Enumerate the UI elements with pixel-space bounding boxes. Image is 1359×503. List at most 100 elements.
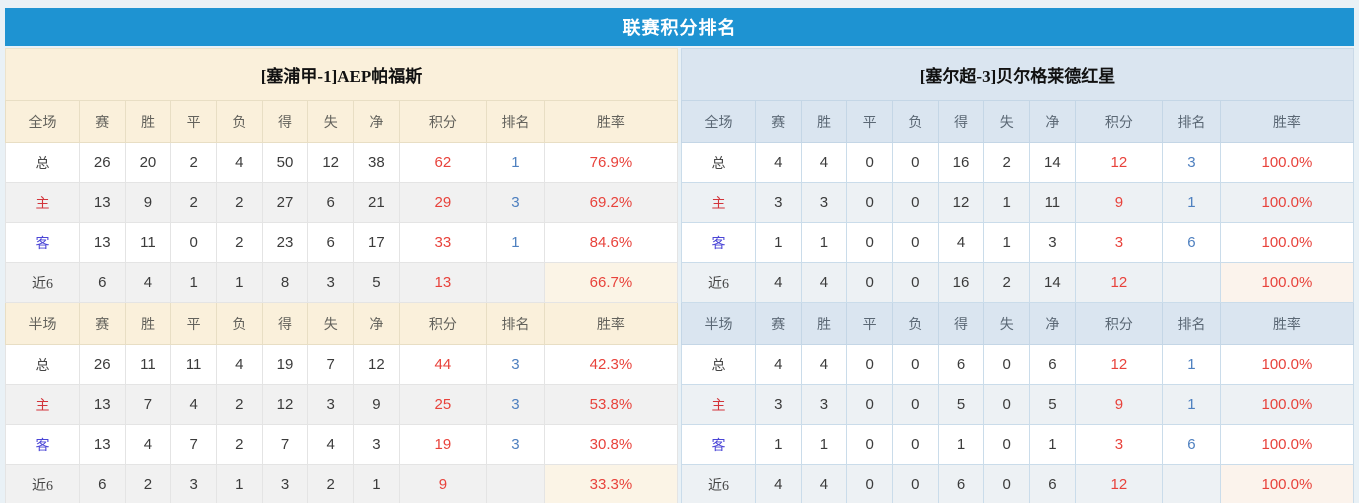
stat-cell: 7 [307,344,355,385]
column-header: 净 [1029,302,1076,345]
row-label: 客 [681,222,756,263]
stat-cell: 12 [1074,142,1164,183]
column-header: 负 [891,100,939,143]
stats-row: 客 13 4 7 2 7 4 3 19 3 30.8% [5,424,679,465]
stat-cell: 0 [983,424,1031,465]
stat-cell: 3 [1029,222,1076,263]
stat-cell: 6 [78,262,126,303]
stat-cell: 0 [170,222,217,263]
stat-cell: 4 [215,344,263,385]
stat-cell: 1 [800,222,848,263]
stat-cell: 9 [398,464,488,503]
stat-cell: 17 [353,222,400,263]
team-name-right: [塞尔超-3]贝尔格莱德红星 [681,48,1354,100]
stat-cell: 21 [353,182,400,223]
row-label: 总 [681,344,756,385]
stat-cell: 0 [983,464,1031,503]
stats-row: 近6 4 4 0 0 16 2 14 12 100.0% [681,262,1355,303]
stats-row: 主 3 3 0 0 12 1 11 9 1 100.0% [681,182,1355,223]
stat-cell: 50 [261,142,309,183]
stat-cell: 4 [754,262,802,303]
row-label: 主 [681,182,756,223]
stat-cell: 2 [170,182,217,223]
stat-cell: 14 [1029,142,1076,183]
column-header: 排名 [1162,100,1221,143]
stat-cell: 0 [846,262,893,303]
page-title-bar: 联赛积分排名 [5,8,1354,46]
scope-header: 全场 [681,100,756,143]
column-header: 负 [215,302,263,345]
column-header: 平 [846,100,893,143]
stat-cell: 3 [754,384,802,425]
stats-row: 主 3 3 0 0 5 0 5 9 1 100.0% [681,384,1355,425]
row-label: 总 [5,142,80,183]
row-label: 客 [5,424,80,465]
stat-cell: 19 [261,344,309,385]
column-header: 排名 [486,302,545,345]
stat-cell: 6 [307,222,355,263]
stat-cell: 0 [891,344,939,385]
stat-cell: 1 [353,464,400,503]
column-header: 净 [353,302,400,345]
stat-cell: 27 [261,182,309,223]
stat-cell: 26 [78,344,126,385]
stats-row: 客 1 1 0 0 1 0 1 3 6 100.0% [681,424,1355,465]
stats-row: 近6 6 4 1 1 8 3 5 13 66.7% [5,262,679,303]
row-label: 总 [681,142,756,183]
stat-cell: 1 [754,424,802,465]
stat-cell: 44 [398,344,488,385]
stat-cell: 26 [78,142,126,183]
stat-cell: 3 [800,182,848,223]
stat-cell: 1 [170,262,217,303]
stat-cell: 4 [754,142,802,183]
stat-cell: 3 [486,344,545,385]
column-header: 排名 [486,100,545,143]
stat-cell: 1 [215,464,263,503]
team-panel-right: [塞尔超-3]贝尔格莱德红星 全场赛胜平负得失净积分 排名 胜率总 4 4 0 0 16 2 14… [681,48,1355,503]
column-header: 净 [353,100,400,143]
column-header: 胜 [800,302,848,345]
row-label: 客 [681,424,756,465]
column-header: 积分 [398,302,488,345]
column-header: 净 [1029,100,1076,143]
column-header: 胜率 [543,100,679,143]
stat-cell: 0 [891,142,939,183]
stat-cell [486,464,545,503]
stat-cell: 8 [261,262,309,303]
stat-cell: 19 [398,424,488,465]
stat-cell: 1 [983,222,1031,263]
stat-cell: 0 [846,222,893,263]
column-header: 胜 [800,100,848,143]
stat-cell: 11 [124,344,172,385]
stat-cell: 6 [1162,424,1221,465]
stat-cell: 14 [1029,262,1076,303]
column-header-row-half: 半场赛胜平负得失净积分 排名 胜率 [681,302,1355,345]
column-header: 失 [307,100,355,143]
stats-row: 总 4 4 0 0 16 2 14 12 3 100.0% [681,142,1355,183]
stat-cell: 5 [353,262,400,303]
column-header: 得 [261,302,309,345]
stat-cell: 1 [800,424,848,465]
stat-cell: 13 [78,384,126,425]
stat-cell: 7 [261,424,309,465]
stat-cell: 2 [983,142,1031,183]
stat-cell: 0 [983,384,1031,425]
row-label: 主 [5,384,80,425]
stat-cell: 12 [937,182,985,223]
stat-cell: 2 [215,424,263,465]
column-header-row-half: 半场赛胜平负得失净积分 排名 胜率 [5,302,679,345]
stat-cell: 12 [353,344,400,385]
scope-header: 半场 [5,302,80,345]
stat-cell: 3 [307,384,355,425]
page-title: 联赛积分排名 [622,18,737,38]
stat-cell: 3 [1074,222,1164,263]
stat-cell: 2 [215,182,263,223]
stat-cell: 3 [307,262,355,303]
stat-cell: 13 [78,222,126,263]
stat-cell: 5 [937,384,985,425]
stat-cell: 13 [398,262,488,303]
stat-cell: 16 [937,142,985,183]
stat-cell: 3 [353,424,400,465]
column-header: 积分 [1074,100,1164,143]
stat-cell: 4 [307,424,355,465]
